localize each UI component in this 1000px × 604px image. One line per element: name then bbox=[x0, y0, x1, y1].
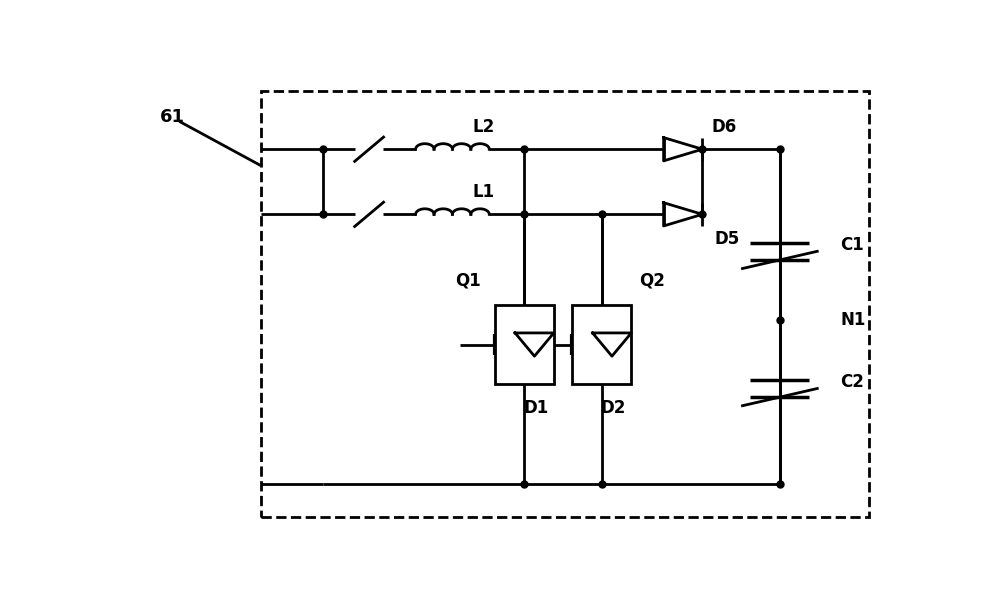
Text: N1: N1 bbox=[840, 311, 866, 329]
Text: Q2: Q2 bbox=[639, 272, 665, 290]
Text: D6: D6 bbox=[711, 118, 737, 136]
Text: D1: D1 bbox=[523, 399, 549, 417]
Text: L1: L1 bbox=[472, 183, 494, 201]
Bar bbox=[572, 305, 631, 384]
Text: L2: L2 bbox=[472, 118, 495, 136]
Text: D5: D5 bbox=[715, 230, 740, 248]
Bar bbox=[495, 305, 554, 384]
Text: C1: C1 bbox=[840, 236, 864, 254]
Text: Q1: Q1 bbox=[455, 272, 480, 290]
Text: C2: C2 bbox=[840, 373, 864, 391]
Text: 61: 61 bbox=[160, 108, 185, 126]
Text: D2: D2 bbox=[601, 399, 626, 417]
